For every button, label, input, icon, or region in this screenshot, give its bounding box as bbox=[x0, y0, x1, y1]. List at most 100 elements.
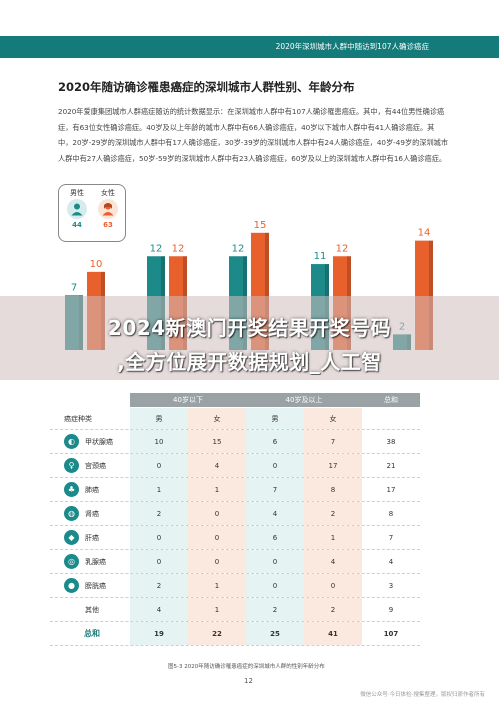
table-cell: 0 bbox=[130, 526, 188, 549]
cancer-type-label: 肺癌 bbox=[85, 485, 99, 494]
total-cell: 22 bbox=[188, 622, 246, 645]
cancer-type-table: 40岁以下 40岁及以上 总和 癌症种类 男 女 男 女 ◐ 甲状腺癌 10 15 6 7… bbox=[50, 390, 420, 646]
watermark-line-2: ,全方位展开数据规划_人工智 bbox=[117, 350, 382, 374]
table-cell: 0 bbox=[246, 574, 304, 597]
cancer-type-cell: ♣ 肺癌 bbox=[50, 478, 130, 501]
table-row: ◆ 肝癌 0 0 6 1 7 bbox=[50, 526, 420, 550]
group-header-under-40: 40岁以下 bbox=[130, 393, 246, 407]
cancer-type-label: 其他 bbox=[85, 605, 99, 614]
gender-legend: 男性 44 女性 63 bbox=[58, 184, 126, 242]
legend-female-label: 女性 bbox=[101, 189, 115, 197]
header-band bbox=[0, 36, 499, 58]
source-watermark: 微信公众号·今日体检-搜集整理，版权归原作者所有 bbox=[360, 692, 485, 698]
watermark-overlay bbox=[0, 296, 499, 380]
table-cell: 4 bbox=[130, 598, 188, 621]
cancer-type-label: 膀胱癌 bbox=[85, 581, 106, 590]
legend-female-count: 63 bbox=[103, 221, 113, 229]
uterus-icon: ♀ bbox=[64, 458, 79, 473]
legend-male-count: 44 bbox=[72, 221, 82, 229]
legend-male-label: 男性 bbox=[70, 189, 84, 197]
legend-female: 女性 63 bbox=[93, 188, 123, 229]
table-row: ● 膀胱癌 2 1 0 0 3 bbox=[50, 574, 420, 598]
cancer-type-label: 乳腺癌 bbox=[85, 557, 106, 566]
table-cell: 38 bbox=[386, 437, 396, 446]
table-cell: 8 bbox=[304, 478, 362, 501]
table-cell: 0 bbox=[188, 550, 246, 573]
table-cell: 0 bbox=[304, 574, 362, 597]
table-cell: 21 bbox=[386, 461, 396, 470]
total-label: 总和 bbox=[84, 629, 100, 638]
table-cell: 6 bbox=[246, 526, 304, 549]
watermark-line-1: 2024新澳门开奖结果开奖号码 bbox=[107, 316, 392, 340]
table-row: ◐ 甲状腺癌 10 15 6 7 38 bbox=[50, 430, 420, 454]
table-row: 其他 4 1 2 2 9 bbox=[50, 598, 420, 622]
table-cell: 0 bbox=[246, 454, 304, 477]
bar-value-label: 15 bbox=[254, 220, 267, 231]
bar-shade bbox=[265, 232, 269, 350]
cancer-type-label: 宫颈癌 bbox=[85, 461, 106, 470]
col-header-male-40-plus: 男 bbox=[246, 408, 304, 429]
male-person-icon bbox=[67, 199, 87, 219]
lung-icon: ♣ bbox=[64, 482, 79, 497]
table-cell: 8 bbox=[388, 509, 394, 518]
figure-caption: 图5-3 2020年随访确诊罹患癌症的深圳城市人群的性别年龄分布 bbox=[168, 664, 325, 670]
thyroid-icon: ◐ bbox=[64, 434, 79, 449]
table-cell: 2 bbox=[304, 598, 362, 621]
table-cell: 17 bbox=[386, 485, 396, 494]
table-cell: 0 bbox=[188, 502, 246, 525]
col-header-male-under-40: 男 bbox=[130, 408, 188, 429]
cancer-type-label: 甲状腺癌 bbox=[85, 437, 113, 446]
kidney-icon: ◍ bbox=[64, 506, 79, 521]
table-column-header: 癌症种类 男 女 男 女 bbox=[50, 408, 420, 430]
table-cell: 7 bbox=[246, 478, 304, 501]
table-cell: 1 bbox=[188, 478, 246, 501]
table-cell: 3 bbox=[388, 581, 394, 590]
table-group-header: 40岁以下 40岁及以上 总和 bbox=[50, 390, 420, 408]
breast-icon: ◎ bbox=[64, 554, 79, 569]
cancer-type-cell: ● 膀胱癌 bbox=[50, 574, 130, 597]
cancer-type-cell: ◐ 甲状腺癌 bbox=[50, 430, 130, 453]
page-number: 12 bbox=[244, 677, 253, 685]
table-row: ◎ 乳腺癌 0 0 0 4 4 bbox=[50, 550, 420, 574]
table-cell: 17 bbox=[304, 454, 362, 477]
bladder-icon: ● bbox=[64, 578, 79, 593]
bar-value-label: 7 bbox=[71, 282, 77, 293]
table-cell: 1 bbox=[304, 526, 362, 549]
table-cell: 7 bbox=[304, 430, 362, 453]
table-cell: 1 bbox=[188, 574, 246, 597]
table-cell: 0 bbox=[130, 550, 188, 573]
cancer-type-label: 肝癌 bbox=[85, 533, 99, 542]
legend-male: 男性 44 bbox=[62, 188, 92, 229]
table-cell: 10 bbox=[130, 430, 188, 453]
bar-shade bbox=[429, 240, 433, 350]
col-header-female-under-40: 女 bbox=[188, 408, 246, 429]
table-row: ◍ 肾癌 2 0 4 2 8 bbox=[50, 502, 420, 526]
total-cell: 25 bbox=[246, 622, 304, 645]
table-cell: 0 bbox=[188, 526, 246, 549]
bar-value-label: 12 bbox=[336, 243, 349, 254]
col-header-type: 癌症种类 bbox=[64, 414, 92, 423]
cancer-type-cell: ◆ 肝癌 bbox=[50, 526, 130, 549]
header-title: 2020年深圳城市人群中随访到107人确诊癌症 bbox=[275, 42, 429, 51]
table-total-row: 总和 19 22 25 41 107 bbox=[50, 622, 420, 646]
table-cell: 1 bbox=[188, 598, 246, 621]
liver-icon: ◆ bbox=[64, 530, 79, 545]
table-cell: 4 bbox=[246, 502, 304, 525]
table-cell: 7 bbox=[388, 533, 394, 542]
table-cell: 2 bbox=[304, 502, 362, 525]
total-cell: 107 bbox=[383, 629, 399, 638]
table-row: ♀ 宫颈癌 0 4 0 17 21 bbox=[50, 454, 420, 478]
female-person-icon bbox=[98, 199, 118, 219]
total-cell: 19 bbox=[130, 622, 188, 645]
table-cell: 1 bbox=[130, 478, 188, 501]
table-cell: 9 bbox=[388, 605, 394, 614]
bar-value-label: 11 bbox=[314, 251, 327, 262]
table-cell: 4 bbox=[304, 550, 362, 573]
table-cell: 2 bbox=[246, 598, 304, 621]
cancer-type-cell: 其他 bbox=[50, 598, 130, 621]
col-header-female-40-plus: 女 bbox=[304, 408, 362, 429]
cancer-type-cell: ◍ 肾癌 bbox=[50, 502, 130, 525]
cancer-type-label: 肾癌 bbox=[85, 509, 99, 518]
table-cell: 4 bbox=[188, 454, 246, 477]
bar-value-label: 12 bbox=[150, 243, 163, 254]
